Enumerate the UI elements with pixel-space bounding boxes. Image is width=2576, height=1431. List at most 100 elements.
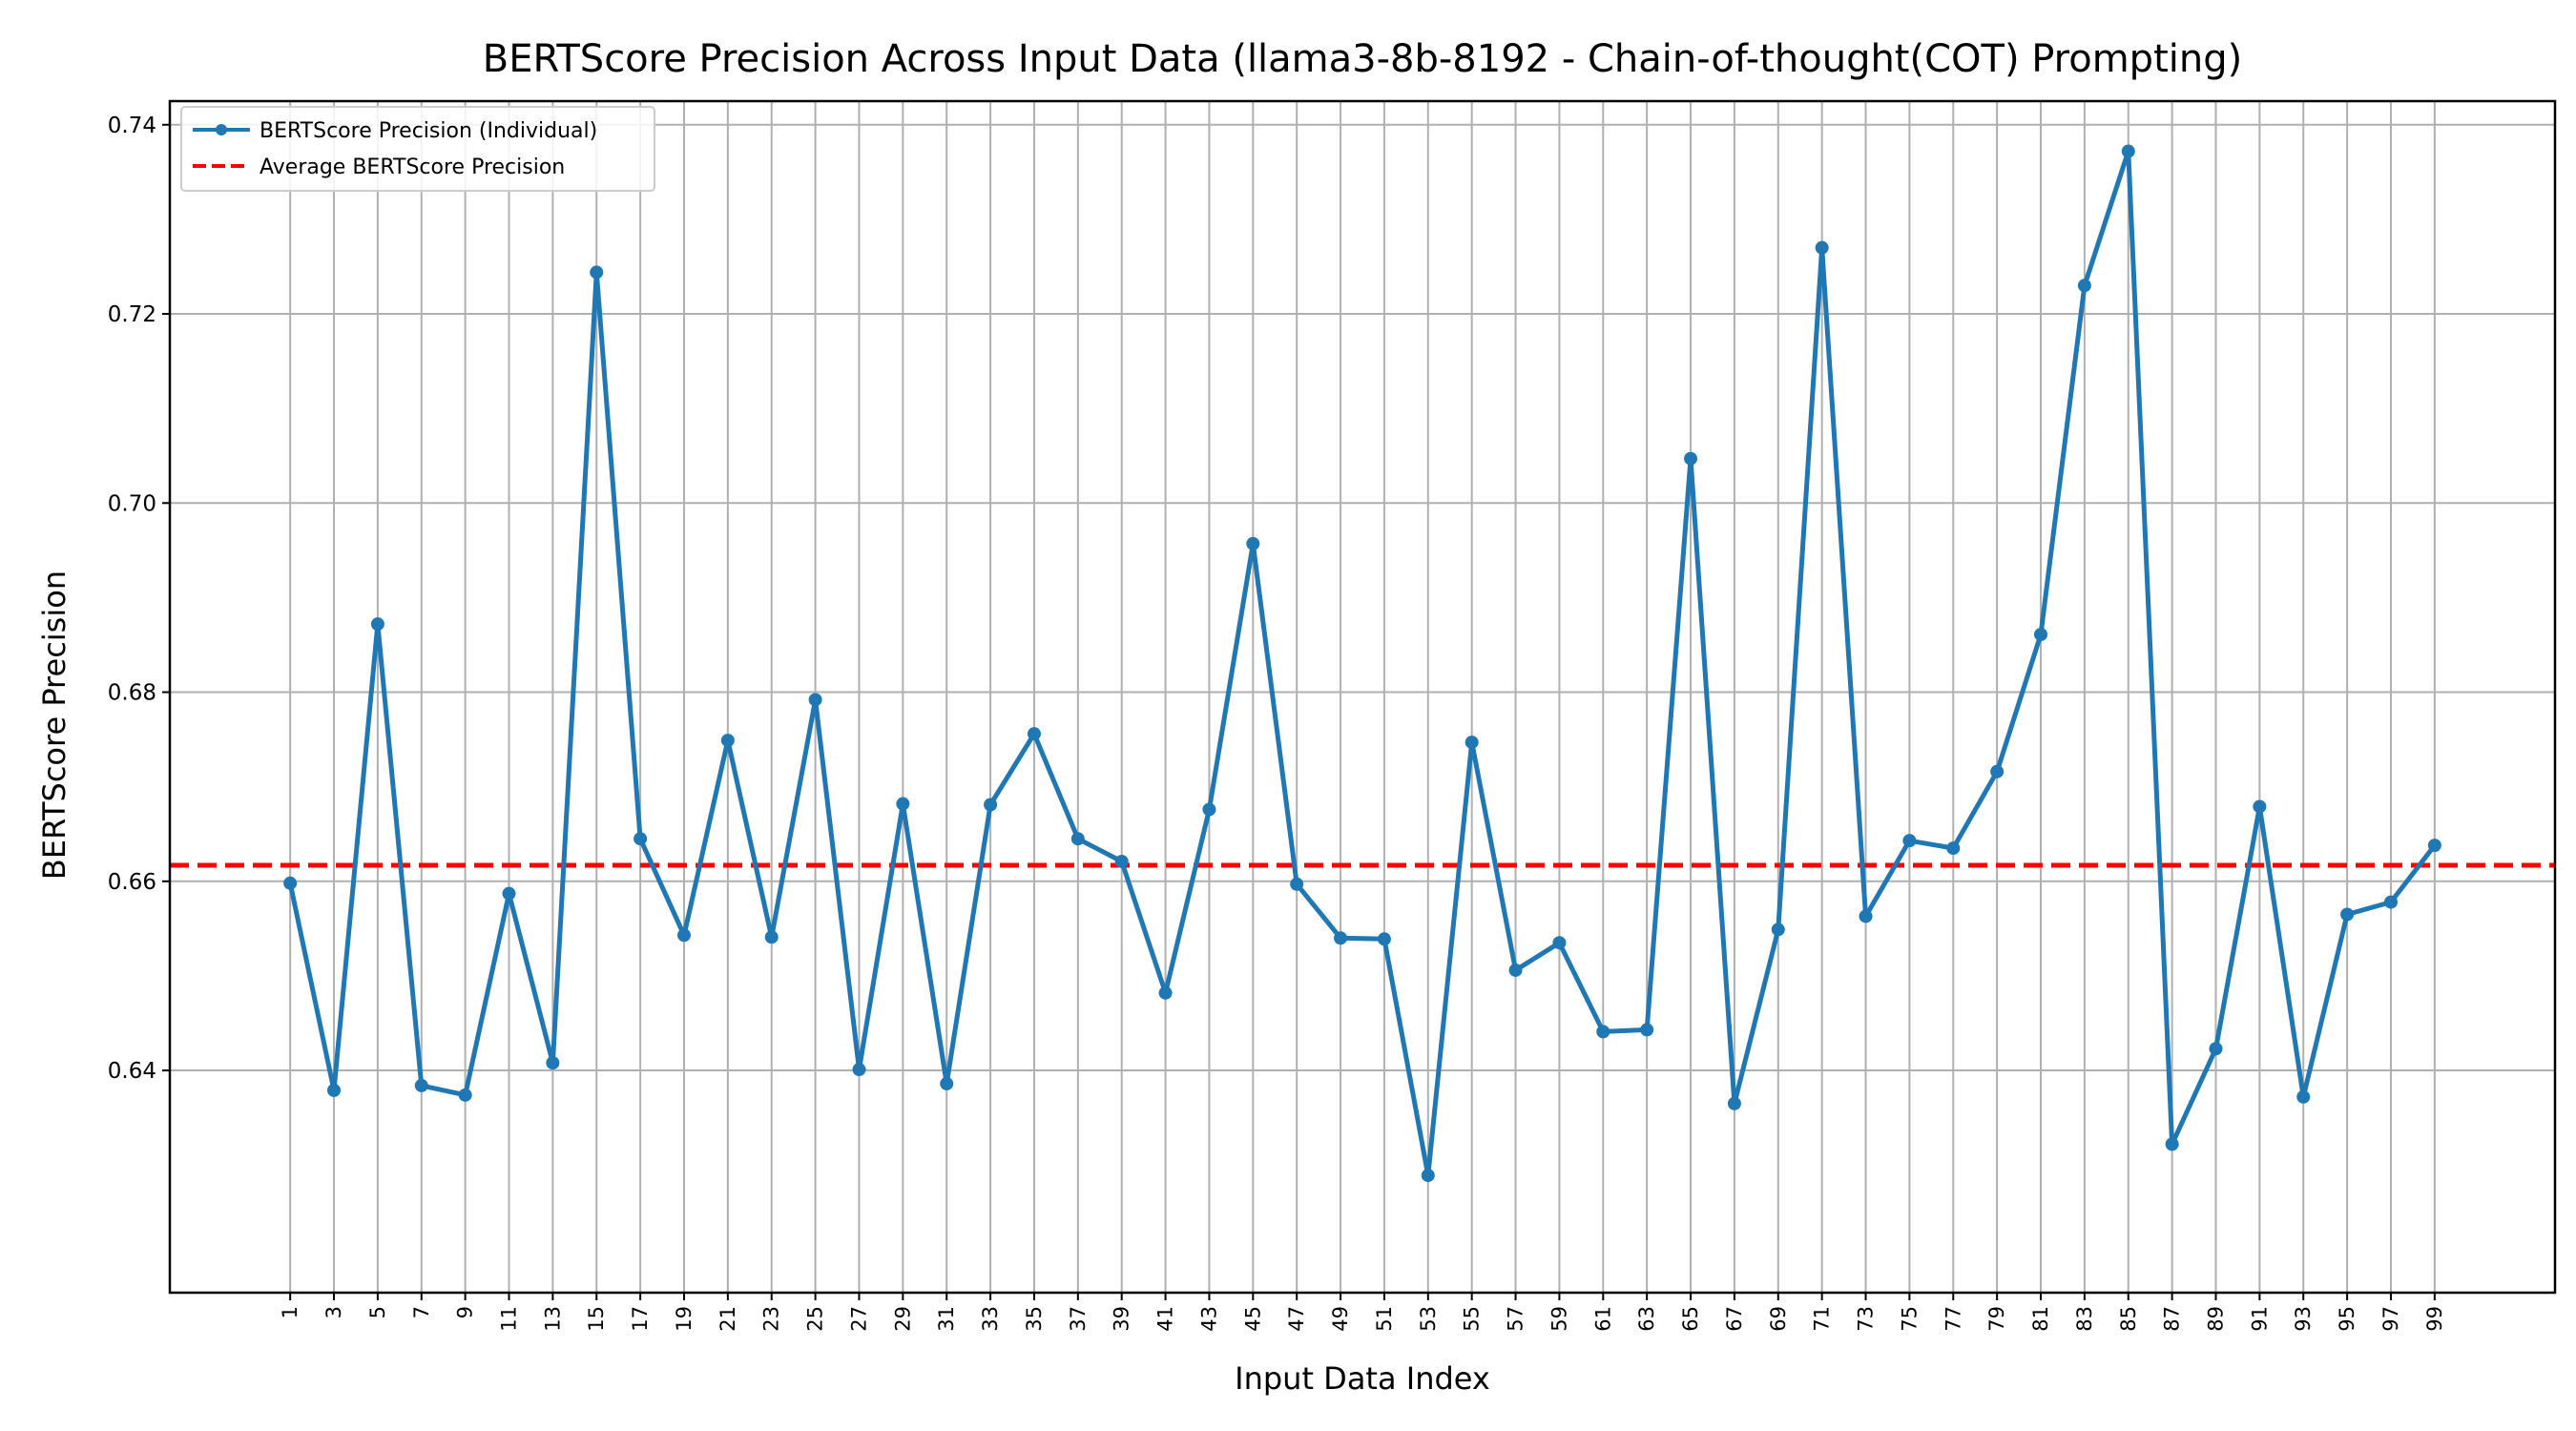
x-tick-label: 75 [1898,1306,1921,1332]
data-point [2121,144,2135,158]
data-point [764,930,779,944]
data-point [2253,799,2267,814]
x-tick-label: 51 [1373,1306,1396,1332]
data-point [1421,1169,1435,1183]
x-tick-label: 85 [2117,1306,2140,1332]
x-tick-label: 9 [454,1306,477,1318]
x-tick-label: 77 [1942,1306,1964,1332]
data-point [1990,764,2005,778]
data-point [1815,240,1829,255]
data-point [2383,895,2398,909]
legend-label-individual: BERTScore Precision (Individual) [260,119,597,143]
data-point [1070,832,1085,846]
y-axis-label: BERTScore Precision [36,570,73,880]
x-tick-label: 53 [1417,1306,1440,1332]
data-point [1377,932,1391,946]
x-tick-label: 7 [410,1306,433,1318]
data-point [634,832,648,846]
y-tick-label: 0.70 [108,491,156,516]
x-tick-label: 99 [2423,1306,2446,1332]
data-point [1640,1023,1654,1037]
x-tick-label: 15 [585,1306,608,1332]
data-point [458,1088,472,1102]
x-tick-label: 37 [1067,1306,1090,1332]
series-line-individual [287,149,2437,1178]
data-point [2209,1042,2223,1056]
axes [168,99,2557,1295]
x-tick-label: 39 [1111,1306,1133,1332]
x-tick-label: 57 [1505,1306,1527,1332]
x-tick-label: 41 [1154,1306,1177,1332]
y-tick-label: 0.74 [108,114,156,138]
data-point [1465,736,1479,750]
x-tick-label: 13 [541,1306,564,1332]
x-tick-label: 35 [1023,1306,1046,1332]
x-tick-label: 79 [1985,1306,2008,1332]
data-point [676,928,691,943]
data-point [2077,279,2091,293]
ticks: 1 3 5 7 9 11 13 15 17 19 21 23 25 27 29 31 33 35 37 39 41 43 4… [108,114,2446,1332]
data-point [1246,536,1260,550]
x-tick-label: 21 [717,1306,739,1332]
legend-marker-individual [216,124,227,135]
data-point [1158,985,1173,1000]
y-tick-label: 0.68 [108,681,156,706]
chart-title: BERTScore Precision Across Input Data (l… [483,37,2242,81]
data-point [2427,839,2441,853]
data-point [1771,923,1785,937]
x-tick-label: 47 [1285,1306,1308,1332]
data-point [2165,1137,2179,1151]
data-point [984,798,998,812]
x-tick-label: 23 [760,1306,783,1332]
data-point [2296,1089,2311,1104]
legend: BERTScore Precision (Individual) Average… [180,106,655,192]
data-point [1727,1096,1741,1110]
x-tick-label: 83 [2073,1306,2096,1332]
data-point [1334,931,1348,945]
series-group [283,144,2441,1183]
x-tick-label: 27 [847,1306,870,1332]
x-axis-label: Input Data Index [1235,1360,1490,1397]
x-tick-label: 93 [2292,1306,2315,1332]
data-point [2340,907,2355,922]
x-tick-label: 63 [1635,1306,1658,1332]
data-point [370,617,384,632]
data-point [1027,727,1041,741]
data-point [590,265,604,280]
x-tick-label: 33 [979,1306,1002,1332]
data-point [808,693,822,707]
x-tick-label: 19 [673,1306,696,1332]
x-tick-label: 87 [2161,1306,2184,1332]
data-point [2034,628,2048,642]
x-tick-label: 69 [1767,1306,1790,1332]
x-tick-label: 91 [2248,1306,2271,1332]
data-point [940,1076,954,1090]
x-tick-label: 29 [891,1306,914,1332]
data-point [1859,909,1873,923]
data-point [896,797,910,811]
x-tick-label: 5 [366,1306,389,1318]
data-point [414,1078,428,1092]
data-point [1946,841,1961,856]
data-point [1552,936,1567,950]
data-point [1508,963,1523,977]
x-tick-label: 45 [1241,1306,1264,1332]
data-point [1290,877,1304,891]
x-tick-label: 11 [498,1306,521,1332]
data-point [1114,854,1129,868]
legend-frame [180,106,655,192]
data-point [327,1083,342,1097]
x-tick-label: 25 [804,1306,827,1332]
x-tick-label: 97 [2379,1306,2402,1332]
data-point [1684,451,1698,466]
x-tick-label: 61 [1591,1306,1614,1332]
plot-frame [168,99,2557,1295]
x-tick-label: 49 [1329,1306,1352,1332]
data-point [546,1056,560,1070]
data-point [720,734,735,748]
x-tick-label: 73 [1855,1306,1878,1332]
x-tick-label: 89 [2204,1306,2227,1332]
x-tick-label: 31 [935,1306,958,1332]
